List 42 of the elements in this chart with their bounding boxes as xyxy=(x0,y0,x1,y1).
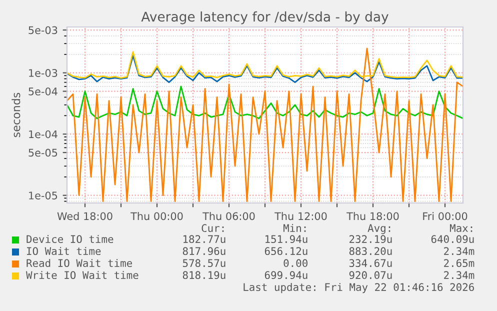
text: Min: xyxy=(283,224,306,232)
text: 334.67u xyxy=(349,259,392,268)
legend-label: Write IO Wait time xyxy=(26,270,138,280)
text: 818.19u xyxy=(182,271,226,280)
text: 2.65m xyxy=(444,259,474,268)
text: 817.96u xyxy=(182,247,226,256)
legend-label: Device IO time xyxy=(26,234,114,244)
text: 883.20u xyxy=(349,247,392,256)
x-tick-label: Thu 06:00 xyxy=(202,212,255,220)
y-tick-label: 1e-03 xyxy=(29,69,58,77)
text: 2.34m xyxy=(444,271,474,280)
line-series xyxy=(67,86,463,120)
x-tick-label: Thu 00:00 xyxy=(130,212,183,220)
text: 232.19u xyxy=(350,235,392,244)
y-tick-label: 1e-04 xyxy=(29,130,58,138)
y-tick-label: 5e-03 xyxy=(28,26,58,34)
x-tick-label: Fri 00:00 xyxy=(423,212,468,220)
text: 640.09u xyxy=(431,235,474,244)
x-tick-label: Wed 18:00 xyxy=(57,212,112,220)
y-tick-label: 1e-05 xyxy=(29,192,58,200)
line-series xyxy=(67,51,463,79)
y-axis-title: seconds xyxy=(12,92,20,138)
legend-label: IO Wait time xyxy=(27,246,101,256)
chart-title: Average latency for /dev/sda - by day xyxy=(141,11,388,24)
text: 699.94u xyxy=(264,271,308,280)
text: Avg: xyxy=(368,224,390,234)
x-tick-label: Thu 12:00 xyxy=(274,212,327,220)
text: Last update: Fri May 22 01:46:16 2026 xyxy=(244,282,474,294)
legend-label: Read IO Wait time xyxy=(26,258,132,268)
text: 151.94u xyxy=(265,235,308,244)
text: Max: xyxy=(450,224,472,232)
text: 182.77u xyxy=(183,235,226,244)
text: 0.00 xyxy=(284,259,308,268)
y-tick-label: 5e-04 xyxy=(28,88,58,96)
text: 578.57u xyxy=(182,259,226,268)
x-tick-label: Thu 18:00 xyxy=(346,212,399,220)
text: 920.07u xyxy=(349,271,392,280)
text: 656.12u xyxy=(264,247,308,256)
text: Cur: xyxy=(202,224,224,232)
text: 2.34m xyxy=(444,247,474,256)
line-series xyxy=(67,55,463,84)
y-tick-label: 5e-05 xyxy=(28,148,58,157)
